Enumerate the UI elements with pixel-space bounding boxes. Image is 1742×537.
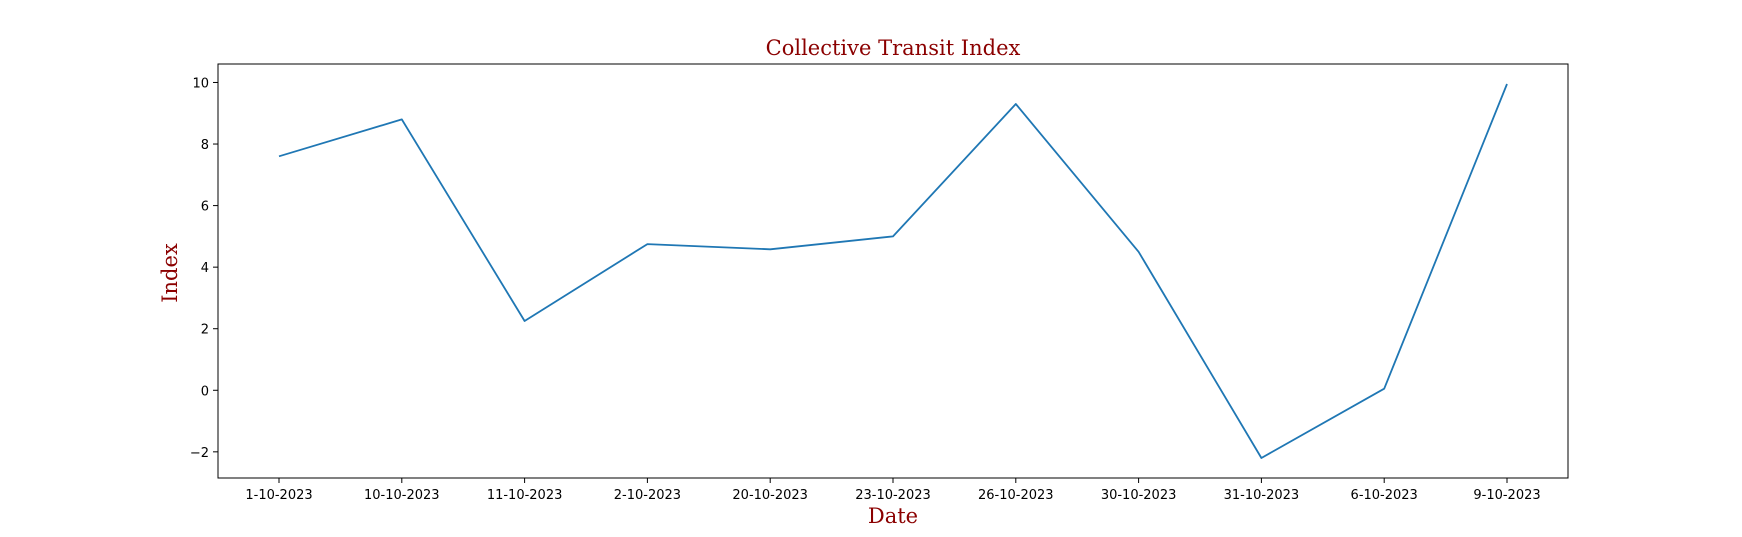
x-tick-label: 9-10-2023: [1473, 488, 1540, 503]
x-tick-label: 2-10-2023: [614, 488, 681, 503]
y-tick-label: 10: [192, 76, 209, 91]
x-axis-label: Date: [868, 504, 918, 528]
y-tick-label: 8: [201, 138, 209, 153]
y-tick-label: −2: [190, 446, 209, 461]
x-tick-label: 1-10-2023: [245, 488, 312, 503]
y-tick-label: 6: [201, 200, 209, 215]
plot-frame: [217, 63, 1569, 479]
series-line: [278, 83, 1508, 459]
tick-layer: −2 0 2 4 6 8 10 1-10-2023 10-10-2023 11-10-2023 2-…: [190, 76, 1541, 503]
chart-title: Collective Transit Index: [766, 36, 1021, 60]
x-tick-label: 11-10-2023: [487, 488, 563, 503]
x-tick-label: 6-10-2023: [1351, 488, 1418, 503]
y-tick-label: 0: [201, 384, 209, 399]
y-tick-label: 2: [201, 323, 209, 338]
x-tick-label: 26-10-2023: [978, 488, 1054, 503]
x-tick-label: 20-10-2023: [732, 488, 808, 503]
x-tick-label: 23-10-2023: [855, 488, 931, 503]
y-axis-label: Index: [158, 243, 182, 303]
x-tick-label: 10-10-2023: [364, 488, 440, 503]
x-tick-label: 31-10-2023: [1224, 488, 1300, 503]
x-tick-label: 30-10-2023: [1101, 488, 1177, 503]
y-tick-label: 4: [201, 261, 209, 276]
